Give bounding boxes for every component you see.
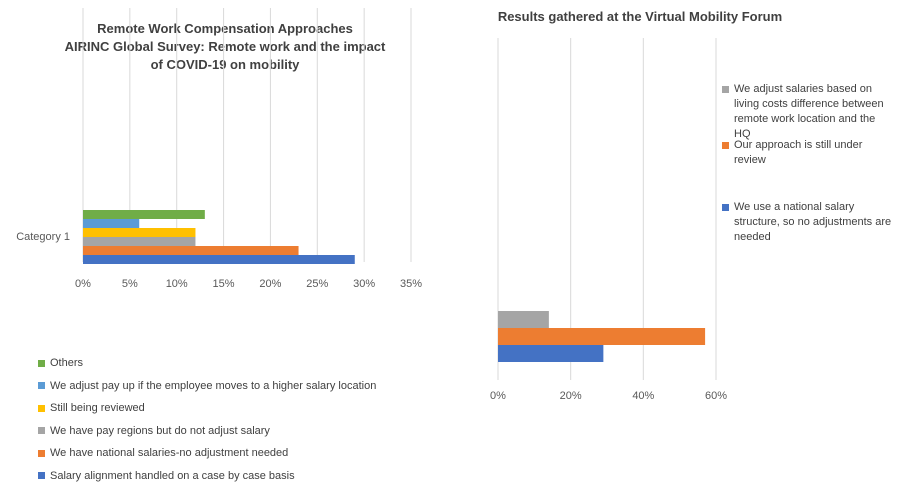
legend-swatch [38,449,45,457]
bar [498,328,706,345]
category-axis-label: Category 1 [16,231,70,243]
legend-item: Salary alignment handled on a case by ca… [38,465,376,488]
x-tick-label: 20% [560,390,582,402]
x-tick-label: 60% [705,390,727,402]
left-chart: Remote Work Compensation Approaches AIRI… [16,8,422,487]
x-tick-label: 0% [75,278,91,290]
legend-label: Still being reviewed [50,402,145,415]
bar [498,345,604,362]
left-chart-title: Remote Work Compensation Approaches AIRI… [40,20,410,74]
legend-label: Our approach is still under review [734,139,863,166]
right-plot-area: 0% 20% 40% 60% [490,38,727,402]
right-chart-title: Results gathered at the Virtual Mobility… [497,9,783,24]
x-tick-label: 35% [400,278,422,290]
legend-item: We adjust salaries based on living costs… [722,82,892,142]
legend-swatch [38,382,45,390]
bar [83,219,140,228]
legend-swatch [38,404,45,412]
left-title-line-2: AIRINC Global Survey: Remote work and th… [64,39,386,54]
x-tick-label: 0% [490,390,506,402]
legend-label: We have national salaries-no adjustment … [50,447,289,460]
x-tick-label: 15% [213,278,235,290]
legend-item: Still being reviewed [38,397,376,420]
x-tick-label: 5% [122,278,138,290]
bar [83,237,196,246]
legend-label: Salary alignment handled on a case by ca… [50,469,295,482]
x-tick-label: 20% [259,278,281,290]
left-legend: Others We adjust pay up if the employee m… [38,352,376,487]
bar [83,246,299,255]
legend-swatch [38,427,45,435]
legend-swatch [722,142,729,149]
legend-item: We use a national salary structure, so n… [722,200,892,245]
legend-item: We adjust pay up if the employee moves t… [38,375,376,398]
bar [83,210,205,219]
legend-label: We adjust pay up if the employee moves t… [50,379,377,392]
bar [83,228,196,237]
legend-swatch [722,204,729,211]
x-tick-label: 30% [353,278,375,290]
legend-label: Others [50,357,84,370]
right-chart: Results gathered at the Virtual Mobility… [450,0,900,492]
legend-label: We use a national salary structure, so n… [734,201,892,243]
legend-item: Others [38,352,376,375]
legend-swatch [38,472,45,480]
x-tick-label: 40% [632,390,654,402]
left-title-line-3: of COVID-19 on mobility [150,57,300,72]
legend-item: We have pay regions but do not adjust sa… [38,420,376,443]
legend-swatch [38,359,45,367]
left-plot-area: 0% 5% 10% 15% 20% 25% 30% 35% Category 1 [16,8,422,290]
left-title-line-1: Remote Work Compensation Approaches [97,21,353,36]
legend-label: We adjust salaries based on living costs… [734,83,884,140]
legend-label: We have pay regions but do not adjust sa… [50,424,270,437]
x-tick-label: 10% [166,278,188,290]
legend-item: Our approach is still under review [722,138,892,168]
bar [498,311,549,328]
legend-swatch [722,86,729,93]
legend-item: We have national salaries-no adjustment … [38,442,376,465]
bar [83,255,355,264]
x-tick-label: 25% [306,278,328,290]
